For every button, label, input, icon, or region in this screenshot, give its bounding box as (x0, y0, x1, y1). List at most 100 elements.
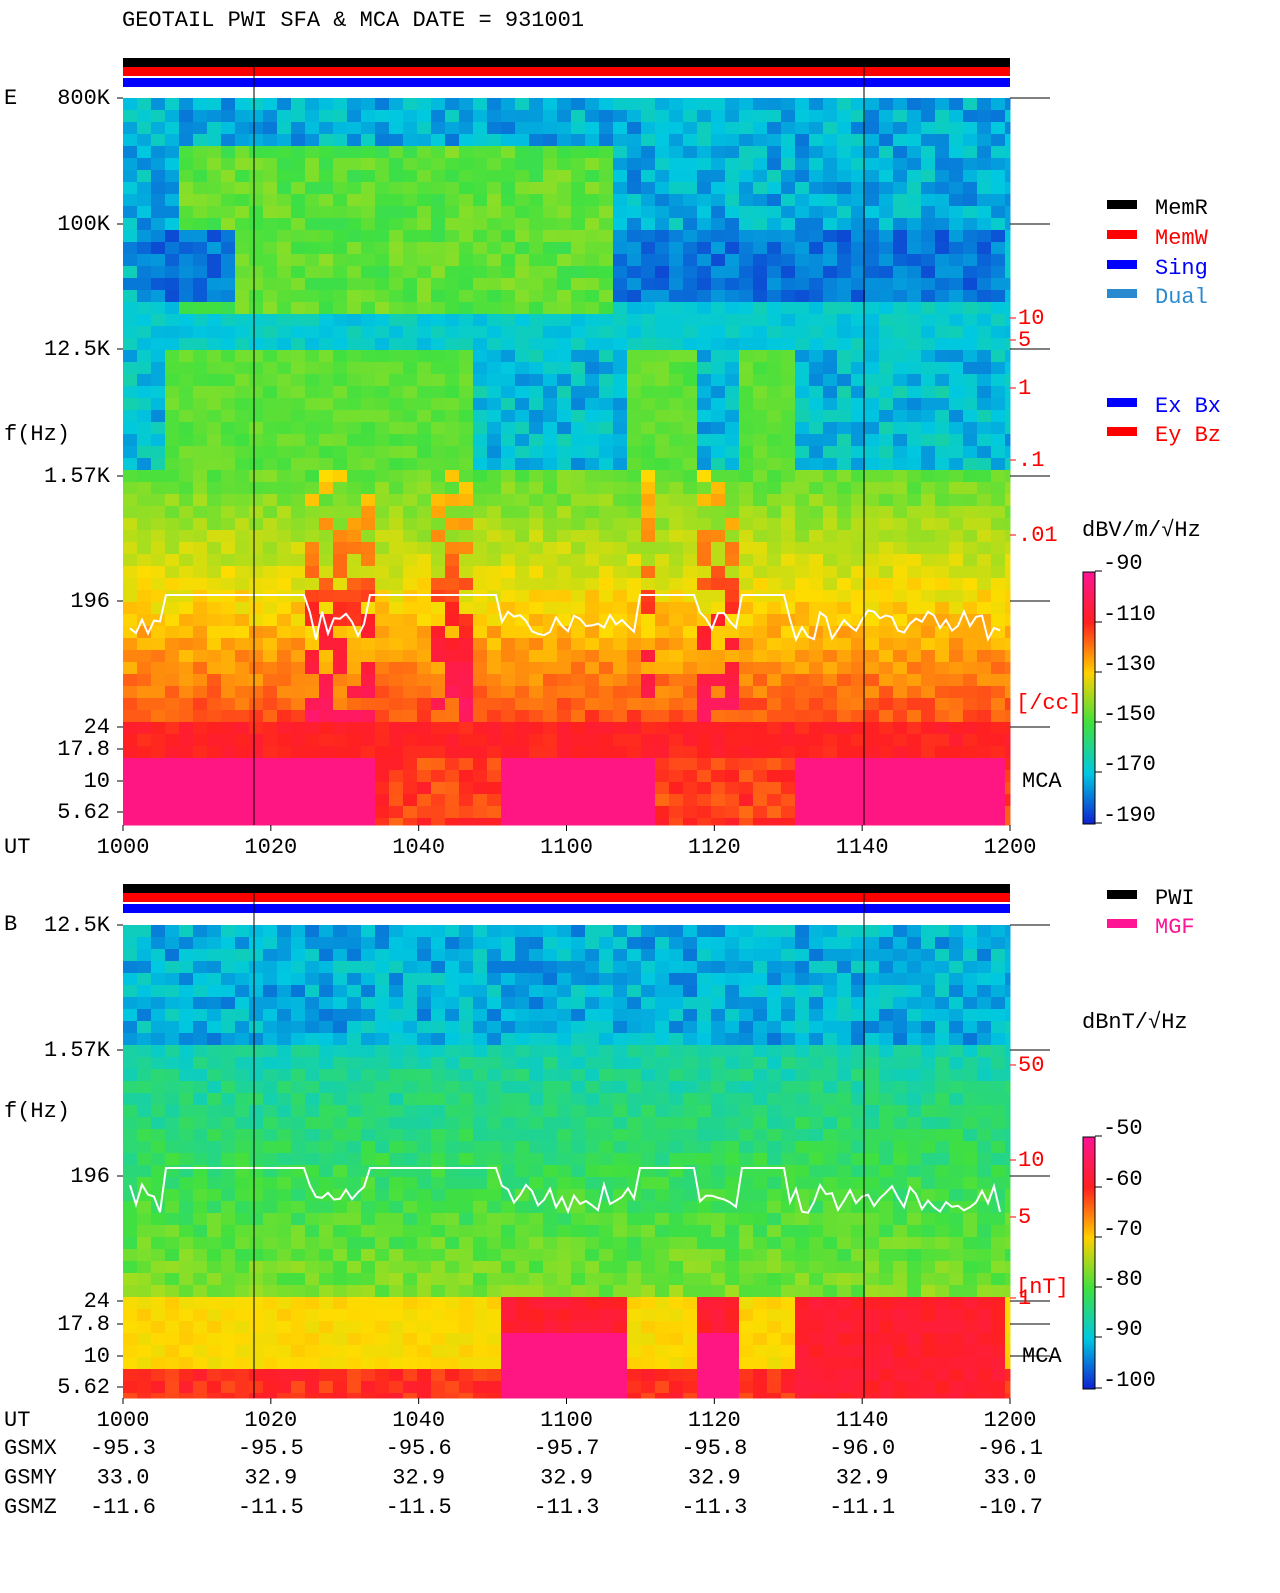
spectrogram-cell (781, 650, 796, 663)
spectrogram-cell (711, 794, 726, 807)
spectrogram-cell (865, 410, 880, 423)
spectrogram-cell (179, 1033, 194, 1046)
spectrogram-cell (375, 362, 390, 375)
spectrogram-cell (907, 218, 922, 231)
spectrogram-cell (893, 110, 908, 123)
spectrogram-cell (473, 1153, 488, 1166)
spectrogram-cell (963, 134, 978, 147)
spectrogram-cell (739, 242, 754, 255)
spectrogram-cell (935, 650, 950, 663)
spectrogram-cell (123, 1033, 138, 1046)
spectrogram-cell (333, 1345, 348, 1358)
spectrogram-cell (445, 566, 460, 579)
spectrogram-cell (403, 590, 418, 603)
spectrogram-cell (585, 362, 600, 375)
spectrogram-cell (389, 806, 404, 819)
spectrogram-cell (375, 398, 390, 411)
spectrogram-cell (935, 542, 950, 555)
spectrogram-cell (445, 1153, 460, 1166)
spectrogram-cell (263, 1345, 278, 1358)
spectrogram-cell (403, 1177, 418, 1190)
spectrogram-cell (459, 530, 474, 543)
spectrogram-cell (151, 458, 166, 471)
spectrogram-cell (935, 686, 950, 699)
spectrogram-cell (137, 794, 152, 807)
spectrogram-cell (165, 158, 180, 171)
spectrogram-cell (375, 1201, 390, 1214)
spectrogram-cell (585, 578, 600, 591)
spectrogram-cell (669, 686, 684, 699)
spectrogram-cell (137, 206, 152, 219)
spectrogram-cell (333, 326, 348, 339)
spectrogram-cell (319, 422, 334, 435)
spectrogram-cell (837, 254, 852, 267)
spectrogram-cell (977, 410, 992, 423)
spectrogram-cell (725, 566, 740, 579)
spectrogram-cell (207, 194, 222, 207)
spectrogram-cell (263, 290, 278, 303)
spectrogram-cell (753, 782, 768, 795)
spectrogram-cell (669, 674, 684, 687)
spectrogram-cell (515, 422, 530, 435)
spectrogram-cell (347, 278, 362, 291)
spectrogram-cell (487, 1345, 502, 1358)
spectrogram-cell (557, 722, 572, 735)
spectrogram-cell (823, 338, 838, 351)
spectrogram-cell (375, 806, 390, 819)
spectrogram-cell (431, 542, 446, 555)
spectrogram-cell (445, 1021, 460, 1034)
spectrogram-cell (165, 746, 180, 759)
spectrogram-cell (389, 326, 404, 339)
spectrogram-cell (291, 1201, 306, 1214)
spectrogram-cell (991, 98, 1006, 111)
spectrogram-cell (711, 278, 726, 291)
spectrogram-cell (305, 1069, 320, 1082)
spectrogram-cell (375, 326, 390, 339)
spectrogram-cell (235, 662, 250, 675)
spectrogram-cell (235, 278, 250, 291)
spectrogram-cell (935, 698, 950, 711)
spectrogram-cell (319, 230, 334, 243)
spectrogram-cell (697, 782, 712, 795)
spectrogram-cell (277, 1201, 292, 1214)
spectrogram-cell (739, 806, 754, 819)
spectrogram-cell (753, 434, 768, 447)
spectrogram-cell (263, 1081, 278, 1094)
spectrogram-cell (459, 602, 474, 615)
spectrogram-cell (403, 1141, 418, 1154)
spectrogram-cell (669, 338, 684, 351)
spectrogram-cell (487, 338, 502, 351)
spectrogram-cell (921, 362, 936, 375)
spectrogram-cell (809, 590, 824, 603)
spectrogram-cell (753, 362, 768, 375)
spectrogram-cell (515, 770, 530, 783)
spectrogram-cell (319, 134, 334, 147)
spectrogram-cell (417, 170, 432, 183)
spectrogram-cell (529, 338, 544, 351)
spectrogram-cell (893, 338, 908, 351)
spectrogram-cell (165, 326, 180, 339)
spectrogram-cell (221, 734, 236, 747)
spectrogram-cell (487, 554, 502, 567)
spectrogram-cell (235, 698, 250, 711)
spectrogram-cell (249, 446, 264, 459)
spectrogram-cell (403, 122, 418, 135)
spectrogram-cell (165, 734, 180, 747)
spectrogram-cell (529, 686, 544, 699)
spectrogram-cell (361, 158, 376, 171)
spectrogram-cell (781, 110, 796, 123)
spectrogram-cell (207, 110, 222, 123)
spectrogram-cell (1005, 710, 1011, 723)
spectrogram-cell (459, 1321, 474, 1334)
spectrogram-cell (921, 470, 936, 483)
spectrogram-cell (277, 973, 292, 986)
spectrogram-cell (165, 242, 180, 255)
spectrogram-cell (403, 734, 418, 747)
spectrogram-cell (403, 985, 418, 998)
spectrogram-cell (585, 806, 600, 819)
spectrogram-cell (207, 1165, 222, 1178)
spectrogram-cell (879, 638, 894, 651)
spectrogram-cell (641, 770, 656, 783)
spectrogram-cell (501, 698, 516, 711)
spectrogram-cell (991, 602, 1006, 615)
